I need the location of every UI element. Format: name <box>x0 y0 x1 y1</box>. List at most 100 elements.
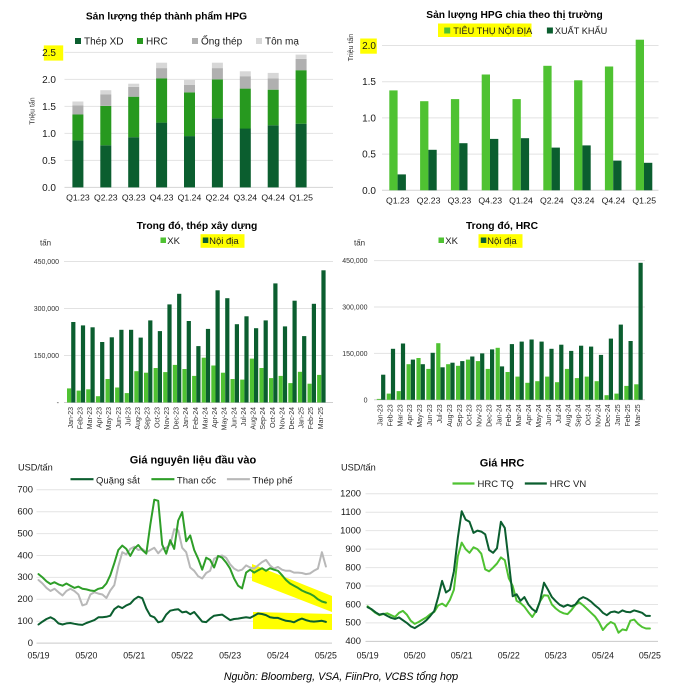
svg-text:1100: 1100 <box>341 506 361 517</box>
svg-text:Jun-24: Jun-24 <box>546 404 553 426</box>
svg-text:05/23: 05/23 <box>545 651 567 661</box>
svg-text:Oct-24: Oct-24 <box>270 407 277 428</box>
svg-text:Tôn mạ: Tôn mạ <box>265 37 299 48</box>
svg-text:Q1.25: Q1.25 <box>632 195 656 205</box>
svg-text:Feb-25: Feb-25 <box>308 407 315 429</box>
svg-text:May-24: May-24 <box>536 404 543 427</box>
svg-text:May-24: May-24 <box>222 407 229 430</box>
svg-text:Thép XD: Thép XD <box>84 37 123 48</box>
svg-text:Nguồn: Bloomberg, VSA, FiinPro: Nguồn: Bloomberg, VSA, FiinPro, VCBS tổn… <box>224 671 458 683</box>
svg-text:Apr-24: Apr-24 <box>526 404 533 425</box>
svg-text:500: 500 <box>345 617 361 628</box>
svg-text:Jan-25: Jan-25 <box>299 407 306 429</box>
svg-text:Sep-23: Sep-23 <box>457 404 464 427</box>
svg-text:Dec-24: Dec-24 <box>605 404 612 427</box>
svg-text:Mar-25: Mar-25 <box>635 404 642 426</box>
svg-text:400: 400 <box>17 549 33 560</box>
svg-text:Nov-23: Nov-23 <box>164 407 171 430</box>
svg-text:Jun-24: Jun-24 <box>231 407 238 429</box>
svg-text:Nội địa: Nội địa <box>209 236 239 247</box>
svg-text:05/25: 05/25 <box>315 651 337 661</box>
svg-text:0.5: 0.5 <box>42 156 56 167</box>
svg-text:Trong đó, HRC: Trong đó, HRC <box>466 221 539 232</box>
svg-text:Q4.23: Q4.23 <box>150 192 174 202</box>
svg-text:Nov-24: Nov-24 <box>595 404 602 427</box>
svg-text:Sep-23: Sep-23 <box>145 407 152 430</box>
svg-text:Q4.23: Q4.23 <box>478 195 502 205</box>
svg-text:600: 600 <box>17 506 33 517</box>
svg-text:Q2.24: Q2.24 <box>540 195 564 205</box>
svg-text:Mar-24: Mar-24 <box>202 407 209 429</box>
svg-text:XK: XK <box>445 236 458 247</box>
svg-text:0.0: 0.0 <box>42 183 56 194</box>
svg-text:150,000: 150,000 <box>34 353 59 360</box>
svg-text:Jan-23: Jan-23 <box>378 404 385 426</box>
svg-text:Jan-24: Jan-24 <box>183 407 190 429</box>
svg-text:Mar-24: Mar-24 <box>516 404 523 426</box>
svg-text:Oct-23: Oct-23 <box>467 404 474 425</box>
svg-text:800: 800 <box>345 561 361 572</box>
svg-text:Giá HRC: Giá HRC <box>480 458 525 470</box>
svg-text:Triệu tấn: Triệu tấn <box>346 34 355 61</box>
svg-text:Jan-25: Jan-25 <box>615 404 622 426</box>
svg-text:Dec-23: Dec-23 <box>487 404 494 427</box>
svg-text:450,000: 450,000 <box>342 258 367 265</box>
svg-text:Jan-23: Jan-23 <box>68 407 75 429</box>
svg-text:Triệu tấn: Triệu tấn <box>28 97 37 124</box>
svg-text:05/22: 05/22 <box>498 651 520 661</box>
svg-text:HRC VN: HRC VN <box>550 479 587 490</box>
svg-text:Dec-23: Dec-23 <box>174 407 181 430</box>
svg-text:Trong đó, thép xây dựng: Trong đó, thép xây dựng <box>137 221 258 232</box>
svg-text:Feb-25: Feb-25 <box>625 404 632 426</box>
svg-text:tấn: tấn <box>354 239 365 248</box>
svg-text:XK: XK <box>167 236 180 247</box>
svg-text:HRC TQ: HRC TQ <box>478 479 514 490</box>
svg-text:Sản lượng thép thành phẩm HPG: Sản lượng thép thành phẩm HPG <box>86 11 247 23</box>
svg-text:Jul-24: Jul-24 <box>241 407 248 426</box>
svg-text:1000: 1000 <box>340 524 361 535</box>
svg-text:Feb-24: Feb-24 <box>193 407 200 429</box>
svg-text:HRC: HRC <box>146 37 168 48</box>
svg-text:0: 0 <box>28 637 33 648</box>
svg-text:Sep-24: Sep-24 <box>260 407 267 430</box>
svg-text:05/24: 05/24 <box>267 651 289 661</box>
svg-text:Q3.24: Q3.24 <box>233 192 257 202</box>
svg-text:Thép phế: Thép phế <box>252 475 293 486</box>
svg-text:Feb-23: Feb-23 <box>77 407 84 429</box>
svg-text:Nội địa: Nội địa <box>487 236 517 247</box>
svg-text:1200: 1200 <box>340 488 361 499</box>
svg-text:0.0: 0.0 <box>362 186 376 197</box>
svg-text:1.0: 1.0 <box>42 129 56 140</box>
svg-text:500: 500 <box>17 527 33 538</box>
svg-text:Q1.25: Q1.25 <box>289 192 313 202</box>
svg-text:Mar-23: Mar-23 <box>87 407 94 429</box>
svg-text:400: 400 <box>345 635 361 646</box>
svg-text:USD/tấn: USD/tấn <box>341 463 376 473</box>
svg-text:300,000: 300,000 <box>342 305 367 312</box>
svg-text:Q2.24: Q2.24 <box>206 192 230 202</box>
svg-text:tấn: tấn <box>40 239 51 248</box>
svg-text:05/20: 05/20 <box>404 651 426 661</box>
svg-text:-: - <box>57 400 60 407</box>
svg-text:200: 200 <box>17 593 33 604</box>
svg-text:150,000: 150,000 <box>342 351 367 358</box>
svg-text:05/19: 05/19 <box>357 651 379 661</box>
svg-text:Jul-23: Jul-23 <box>126 407 133 426</box>
svg-text:Nov-23: Nov-23 <box>477 404 484 427</box>
svg-text:Ống thép: Ống thép <box>201 34 243 48</box>
svg-text:TIÊU THỤ NỘI ĐỊA: TIÊU THỤ NỘI ĐỊA <box>453 25 533 36</box>
svg-text:2.5: 2.5 <box>42 48 56 59</box>
svg-text:05/21: 05/21 <box>451 651 473 661</box>
svg-text:Q3.23: Q3.23 <box>448 195 472 205</box>
svg-text:600: 600 <box>345 598 361 609</box>
svg-text:1.5: 1.5 <box>362 77 376 88</box>
svg-text:Mar-23: Mar-23 <box>397 404 404 426</box>
svg-text:XUẤT KHẨU: XUẤT KHẨU <box>555 25 607 36</box>
svg-text:Q1.24: Q1.24 <box>509 195 533 205</box>
svg-text:300: 300 <box>17 571 33 582</box>
svg-text:1.5: 1.5 <box>42 102 56 113</box>
svg-text:05/24: 05/24 <box>592 651 614 661</box>
svg-text:05/22: 05/22 <box>171 651 193 661</box>
svg-text:300,000: 300,000 <box>34 306 59 313</box>
svg-text:05/19: 05/19 <box>27 651 49 661</box>
